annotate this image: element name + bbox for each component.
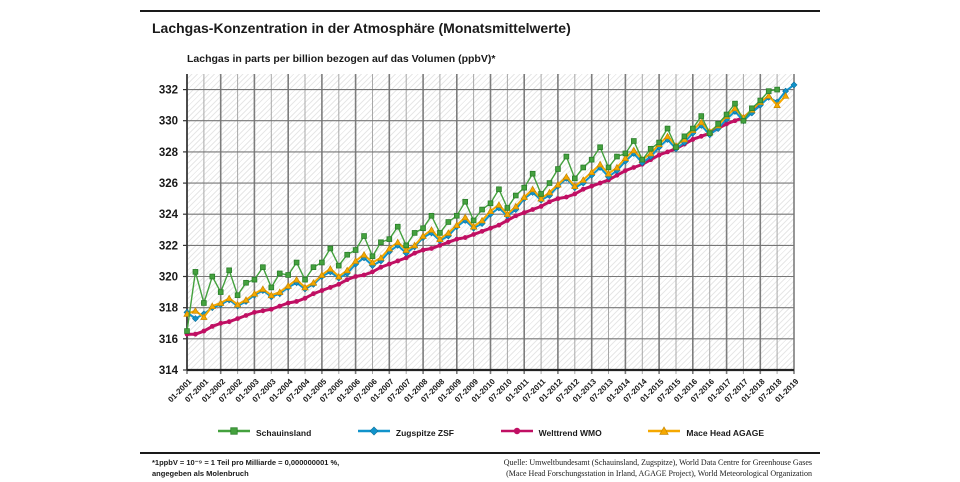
footnote-line1: *1ppbV = 10⁻⁹ = 1 Teil pro Milliarde = 0… (152, 458, 340, 467)
svg-text:316: 316 (159, 334, 178, 346)
source-attribution: Quelle: Umweltbundesamt (Schauinsland, Z… (420, 457, 812, 479)
legend-label: Welttrend WMO (538, 428, 602, 438)
svg-text:318: 318 (159, 303, 179, 315)
svg-text:320: 320 (159, 272, 178, 284)
legend-item-zugspitze: Zugspitze ZSF (357, 424, 454, 442)
svg-text:330: 330 (159, 116, 178, 128)
svg-text:326: 326 (159, 178, 178, 190)
svg-text:324: 324 (159, 209, 179, 221)
bottom-rule (140, 452, 820, 454)
schauinsland-marker-icon (217, 424, 251, 442)
chart-plot-area: 31431631832032232432632833033201-200107-… (159, 74, 801, 404)
welttrend-marker-icon (500, 424, 534, 442)
top-rule (140, 10, 820, 12)
source-line1: Quelle: Umweltbundesamt (Schauinsland, Z… (503, 458, 812, 467)
page-title: Lachgas-Konzentration in der Atmosphäre … (152, 20, 571, 36)
svg-text:332: 332 (159, 85, 178, 97)
legend-label: Mace Head AGAGE (686, 428, 764, 438)
legend-item-welttrend: Welttrend WMO (500, 424, 602, 442)
footnote: *1ppbV = 10⁻⁹ = 1 Teil pro Milliarde = 0… (152, 457, 339, 479)
macehead-marker-icon (647, 424, 681, 442)
svg-text:314: 314 (159, 365, 179, 377)
zugspitze-marker-icon (357, 424, 391, 442)
source-line2: (Mace Head Forschungsstation in Irland, … (506, 469, 812, 478)
legend-item-macehead: Mace Head AGAGE (647, 424, 764, 442)
footnote-line2: angegeben als Molenbruch (152, 469, 249, 478)
svg-text:328: 328 (159, 147, 179, 159)
legend-label: Zugspitze ZSF (395, 428, 454, 438)
legend-label: Schauinsland (256, 428, 312, 438)
legend-item-schauinsland: Schauinsland (217, 424, 311, 442)
svg-text:322: 322 (159, 240, 178, 252)
chart-subtitle: Lachgas in parts per billion bezogen auf… (187, 53, 496, 65)
chart-legend: Schauinsland Zugspitze ZSF Welttrend WMO… (187, 424, 794, 442)
